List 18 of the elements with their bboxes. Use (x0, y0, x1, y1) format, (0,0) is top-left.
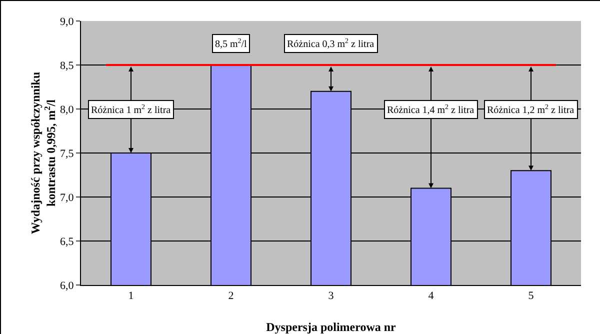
annotation: Różnica 0,3 m$^{2}$ z litra (287, 37, 375, 50)
x-axis-title: Dyspersja polimerowa nr (266, 320, 397, 334)
annotation: Różnica 1,2 m$^{2}$ z litra (487, 103, 575, 116)
x-tick-label: 4 (428, 290, 434, 302)
y-tick-label: 9,0 (60, 16, 74, 28)
y-tick-label: 6,5 (60, 236, 74, 248)
y-tick-label: 7,5 (60, 148, 74, 160)
y-tick-label: 7,0 (60, 192, 74, 204)
annotation: Różnica 1 m$^{2}$ z litra (91, 103, 172, 116)
annotation: Różnica 1,4 m$^{2}$ z litra (387, 103, 475, 116)
x-tick-label: 5 (528, 290, 534, 302)
y-tick-label: 8,5 (60, 60, 74, 72)
x-tick-label: 2 (228, 290, 234, 302)
x-tick-label: 1 (128, 290, 134, 302)
annotation: 8,5 m$^{2}$/l (215, 37, 248, 50)
y-tick-label: 6,0 (60, 280, 74, 292)
y-tick-label: 8,0 (60, 104, 74, 116)
x-tick-label: 3 (328, 290, 334, 302)
